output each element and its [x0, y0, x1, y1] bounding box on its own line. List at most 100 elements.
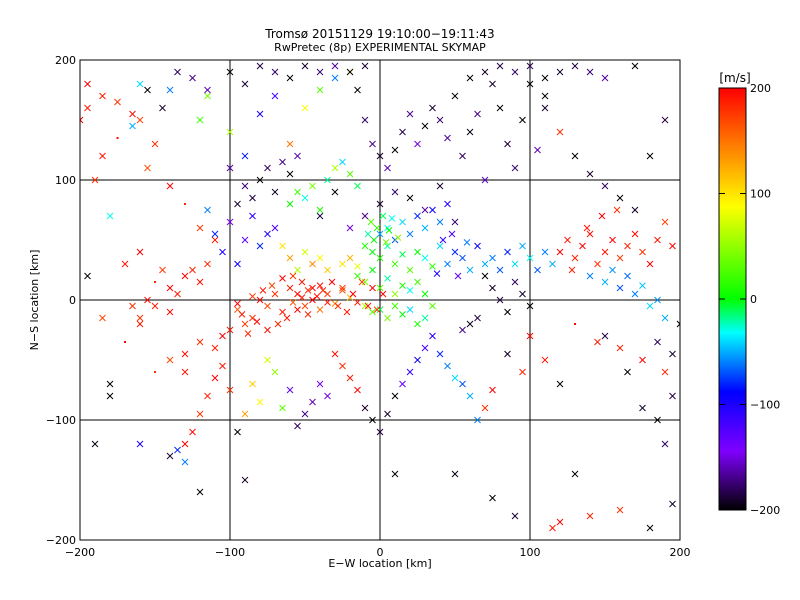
data-point-cross [616, 254, 624, 262]
data-point-cross [436, 350, 444, 358]
data-point-cross [271, 188, 279, 196]
data-points [80, 62, 680, 532]
data-point-cross [373, 306, 381, 313]
data-point-cross [264, 326, 271, 334]
data-point-cross [279, 275, 286, 282]
data-point-cross [391, 188, 399, 196]
data-point-cross [204, 86, 211, 94]
data-point-cross [136, 116, 144, 124]
y-tick-label: −200 [46, 534, 76, 547]
data-point-cross [661, 218, 669, 226]
data-point-cross [271, 92, 279, 100]
data-point-cross [556, 248, 564, 256]
data-point-cross [367, 218, 375, 226]
data-point-cross [238, 311, 246, 318]
data-point-cross [376, 200, 384, 208]
data-point-cross [504, 140, 511, 148]
data-point-cross [534, 266, 541, 274]
data-point-cross [369, 248, 376, 256]
data-point-cross [271, 68, 279, 76]
data-point-cross [328, 278, 336, 286]
data-point-cross [286, 284, 294, 292]
data-point-cross [309, 260, 316, 268]
data-point-cross [174, 68, 181, 76]
y-tick-label: −100 [46, 414, 76, 427]
data-point-cross [511, 260, 519, 268]
data-point-cross [609, 236, 616, 244]
data-point-cross [601, 278, 609, 286]
data-point-cross [496, 296, 504, 304]
data-point-dot [184, 203, 186, 205]
data-point-cross [568, 266, 576, 274]
data-point-cross [451, 92, 459, 100]
data-point-cross [496, 62, 504, 70]
data-point-cross [339, 284, 346, 292]
data-point-cross [346, 374, 354, 382]
data-point-cross [166, 284, 174, 292]
data-point-cross [361, 404, 369, 412]
data-point-cross [384, 242, 391, 250]
data-point-cross [129, 302, 136, 310]
data-point-cross [454, 272, 462, 280]
data-point-cross [84, 80, 91, 88]
data-point-cross [451, 248, 459, 256]
data-point-cross [654, 236, 661, 244]
data-point-cross [511, 278, 519, 286]
data-point-cross [298, 294, 306, 301]
x-tick-label: −200 [65, 546, 95, 559]
data-point-cross [211, 236, 219, 244]
data-point-cross [463, 239, 471, 246]
data-point-cross [316, 68, 324, 76]
data-point-cross [316, 212, 324, 220]
data-point-cross [106, 212, 114, 220]
data-point-cross [84, 104, 91, 112]
data-point-cross [196, 488, 204, 496]
data-point-cross [406, 194, 414, 202]
data-point-cross [382, 239, 390, 246]
data-point-cross [571, 254, 579, 262]
data-point-cross [519, 242, 526, 250]
data-point-cross [466, 266, 474, 274]
data-point-cross [429, 302, 436, 310]
data-point-cross [376, 254, 384, 262]
data-point-cross [264, 356, 271, 364]
data-point-cross [196, 224, 204, 232]
data-point-cross [661, 116, 669, 124]
data-point-cross [241, 410, 249, 418]
data-point-cross [459, 326, 466, 334]
data-point-cross [316, 86, 324, 94]
data-point-cross [234, 260, 241, 268]
data-point-cross [241, 320, 249, 328]
data-point-cross [256, 110, 264, 118]
data-point-cross [301, 104, 309, 112]
data-point-cross [586, 68, 594, 76]
y-tick-label: 100 [55, 174, 76, 187]
data-point-cross [129, 122, 136, 130]
data-point-cross [601, 182, 609, 190]
data-point-cross [459, 380, 466, 388]
data-point-cross [421, 122, 429, 130]
data-point-cross [129, 110, 136, 118]
data-point-cross [181, 272, 189, 280]
data-point-cross [294, 188, 301, 196]
data-point-cross [286, 74, 294, 82]
data-point-cross [436, 242, 444, 250]
data-point-cross [541, 92, 549, 100]
colorbar-tick-label: −200 [750, 504, 780, 517]
data-point-cross [481, 68, 489, 76]
data-point-cross [406, 306, 414, 313]
data-point-cross [594, 338, 601, 346]
data-point-cross [189, 74, 196, 82]
data-point-cross [256, 176, 264, 184]
data-point-cross [399, 251, 406, 258]
colorbar: [m/s] 200 100 0 −100 −200 [718, 71, 780, 517]
data-point-cross [211, 230, 219, 238]
data-point-cross [99, 92, 106, 100]
data-point-cross [601, 332, 609, 340]
data-point-cross [151, 140, 159, 148]
x-axis-ticks: −200 −100 0 100 200 [65, 60, 691, 559]
data-point-cross [639, 282, 646, 289]
data-point-cross [556, 128, 564, 136]
data-point-cross [189, 266, 196, 274]
data-point-cross [504, 248, 511, 256]
